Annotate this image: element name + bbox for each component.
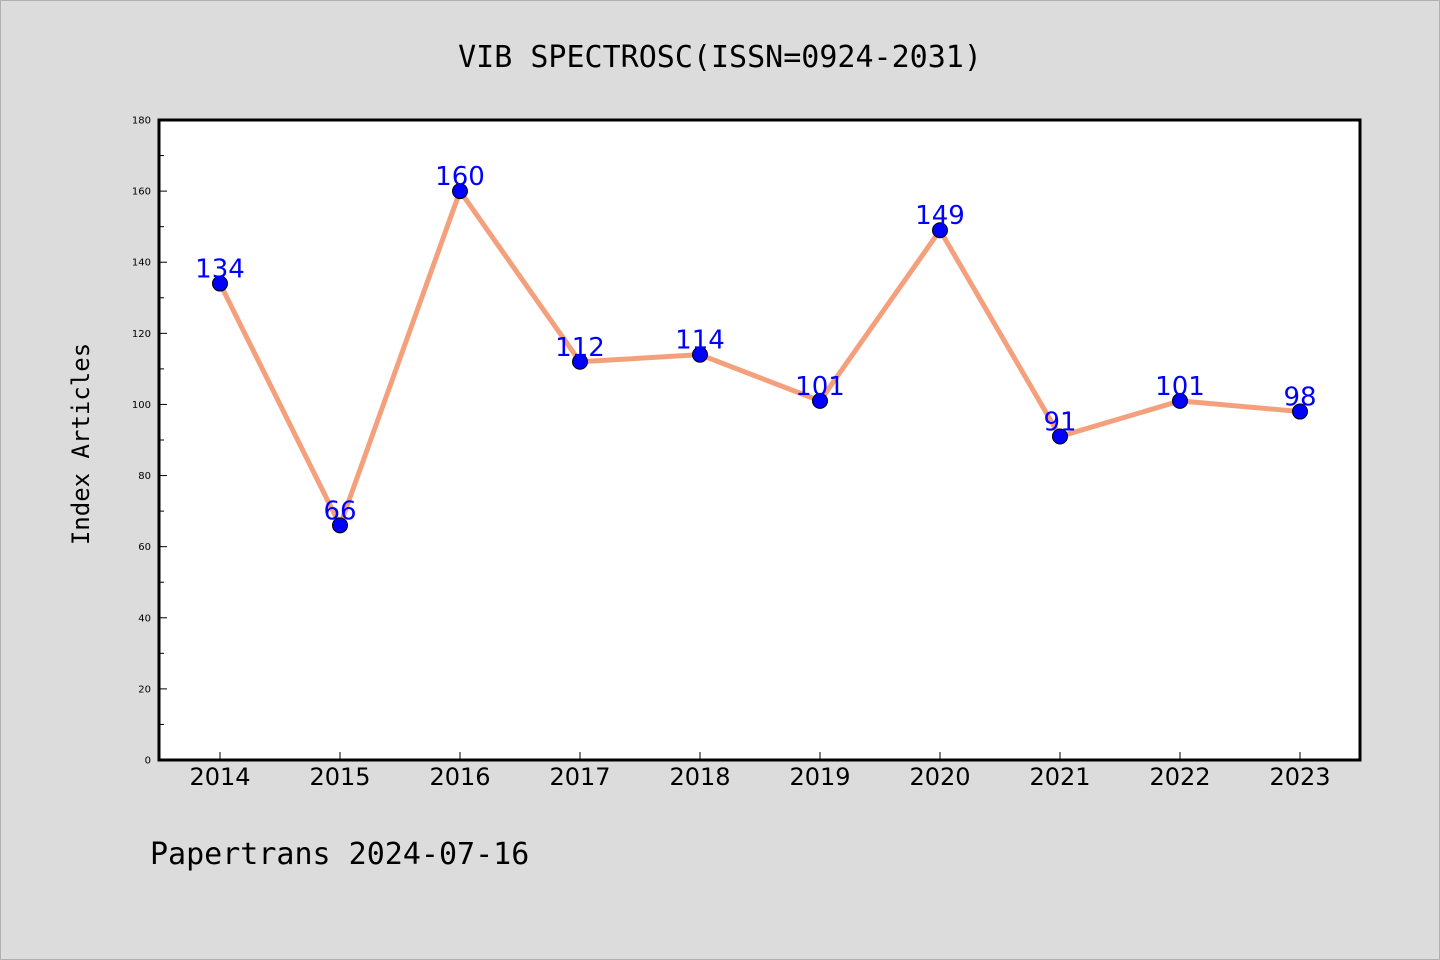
data-point-2014	[212, 275, 228, 292]
data-label-2017: 112	[555, 333, 605, 363]
y-tick-label: 120	[132, 329, 151, 340]
x-tick-label-2014: 2014	[189, 763, 250, 791]
x-tick-label-2016: 2016	[429, 763, 490, 791]
x-tick-label-2015: 2015	[309, 763, 370, 791]
data-markers	[212, 183, 1308, 534]
data-label-2022: 101	[1155, 372, 1205, 402]
y-tick-label: 100	[132, 400, 151, 411]
data-label-2018: 114	[675, 326, 725, 356]
y-tick-label: 0	[145, 756, 151, 767]
data-point-2023	[1292, 403, 1308, 420]
y-tick-label: 60	[138, 542, 151, 553]
data-label-2020: 149	[915, 201, 965, 231]
x-tick-label-2022: 2022	[1149, 763, 1210, 791]
data-point-2018	[692, 346, 708, 363]
data-labels: 134 66 160 112 114 101 149 91 101 98	[195, 162, 1316, 526]
x-tick-label-2017: 2017	[549, 763, 610, 791]
y-tick-label: 160	[132, 187, 151, 198]
data-label-2016: 160	[435, 162, 485, 192]
x-axis: 2014 2015 2016 2017 2018 2019 2020 2021 2022 2023	[189, 752, 1331, 791]
x-tick-label-2018: 2018	[669, 763, 730, 791]
y-tick-label: 20	[138, 684, 151, 695]
series-line	[217, 188, 1303, 528]
y-axis: 0 20 40 60 80 100 120 140 160 180	[132, 116, 167, 767]
y-axis-title: Index Articles	[67, 343, 95, 545]
data-point-2015	[332, 517, 348, 534]
data-point-2017	[572, 353, 588, 370]
plot-area	[157, 118, 1362, 762]
data-label-2023: 98	[1283, 383, 1316, 413]
data-point-2019	[812, 392, 828, 409]
data-label-2015: 66	[323, 496, 356, 526]
data-point-2016	[452, 183, 468, 200]
data-label-2021: 91	[1043, 407, 1076, 437]
chart-title: VIB SPECTROSC(ISSN=0924-2031)	[458, 40, 982, 75]
x-tick-label-2020: 2020	[909, 763, 970, 791]
data-point-2022	[1172, 392, 1188, 409]
data-point-2021	[1052, 428, 1068, 445]
y-tick-label: 40	[138, 613, 151, 624]
data-point-2020	[932, 222, 948, 239]
x-tick-label-2021: 2021	[1029, 763, 1090, 791]
footer-source-date: Papertrans 2024-07-16	[150, 837, 529, 872]
x-tick-label-2023: 2023	[1269, 763, 1330, 791]
series-line-layer	[217, 188, 1303, 528]
x-tick-label-2019: 2019	[789, 763, 850, 791]
y-tick-label: 180	[132, 116, 151, 127]
data-label-2019: 101	[795, 372, 845, 402]
y-tick-label: 80	[138, 471, 151, 482]
data-label-2014: 134	[195, 255, 245, 285]
y-tick-label: 140	[132, 258, 151, 269]
